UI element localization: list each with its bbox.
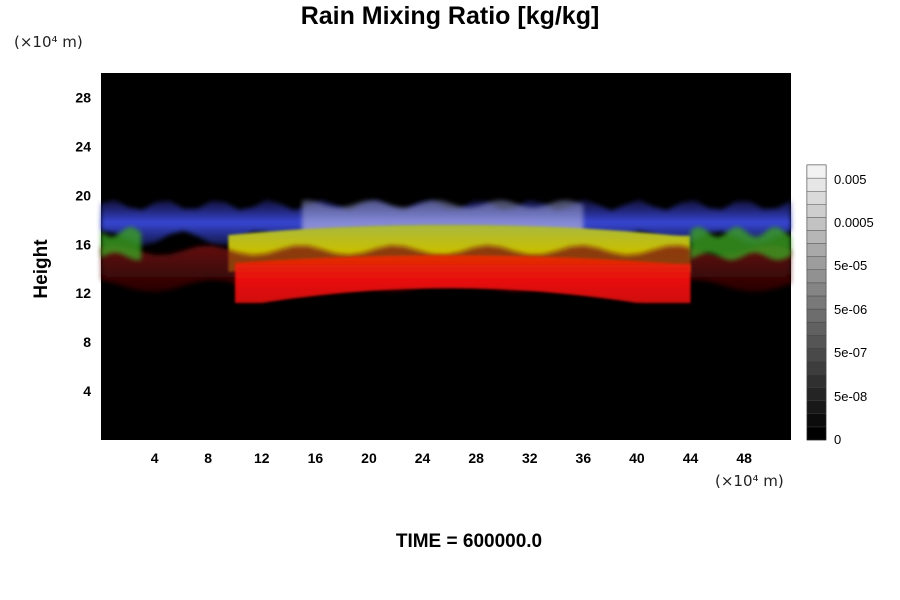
x-tick-label: 40 [629,450,645,466]
y-tick-label: 4 [83,383,91,399]
colorbar-step [806,243,827,257]
x-tick-label: 8 [204,450,212,466]
colorbar-tick-label: 5e-07 [834,345,867,360]
colorbar-step [806,321,827,336]
x-axis-ticks: 4 8 12 16 20 24 28 32 36 40 44 48 [151,450,752,466]
x-tick-label: 44 [683,450,699,466]
colorbar-tick-label: 0.0005 [834,215,874,230]
band-green-right [690,227,791,261]
colorbar-step [806,269,827,284]
colorbar-tick-label: 0.005 [834,172,867,187]
colorbar-step [806,413,827,428]
x-tick-label: 16 [308,450,324,466]
colorbar-labels: 0 5e-08 5e-07 5e-06 5e-05 0.0005 0.005 [834,172,874,447]
colorbar-step [806,335,827,349]
colorbar-step [806,308,827,323]
colorbar-step [806,374,827,388]
colorbar-step [806,230,827,244]
x-axis-unit: (×10⁴ m) [715,472,784,490]
x-tick-label: 20 [361,450,377,466]
colorbar-tick-label: 0 [834,432,841,447]
colorbar-step [806,164,827,179]
x-tick-label: 32 [522,450,538,466]
x-tick-label: 48 [736,450,752,466]
y-tick-label: 28 [75,89,91,105]
colorbar-steps [806,164,827,441]
colorbar-step [806,256,827,270]
band-green-left [101,227,142,261]
x-tick-label: 24 [415,450,431,466]
colorbar-step [806,426,827,441]
colorbar-step [806,204,827,218]
y-tick-label: 12 [75,285,91,301]
colorbar-step [806,387,827,401]
band-red [235,255,691,303]
y-tick-label: 24 [75,138,91,154]
colorbar: 0 5e-08 5e-07 5e-06 5e-05 0.0005 0.005 [806,164,874,447]
colorbar-tick-label: 5e-05 [834,258,867,273]
colorbar-step [806,348,827,362]
colorbar-step [806,190,827,205]
colorbar-tick-label: 5e-06 [834,302,867,317]
band-lavender [302,200,584,234]
y-tick-label: 16 [75,236,91,252]
y-tick-label: 8 [83,334,91,350]
colorbar-step [806,177,827,192]
heatmap-bands [101,199,791,303]
x-tick-label: 28 [468,450,484,466]
chart-title: Rain Mixing Ratio [kg/kg] [300,2,600,30]
colorbar-tick-label: 5e-08 [834,389,867,404]
y-axis-ticks: 4 8 12 16 20 24 28 [75,89,91,399]
x-tick-label: 12 [254,450,270,466]
x-tick-label: 4 [151,450,159,466]
time-annotation: TIME = 600000.0 [395,531,543,552]
colorbar-step [806,400,827,415]
colorbar-step [806,295,827,310]
colorbar-step [806,282,827,297]
colorbar-step [806,361,827,375]
colorbar-step [806,217,827,231]
x-tick-label: 36 [576,450,592,466]
y-axis-unit: (×10⁴ m) [14,33,83,51]
y-tick-label: 20 [75,187,91,203]
